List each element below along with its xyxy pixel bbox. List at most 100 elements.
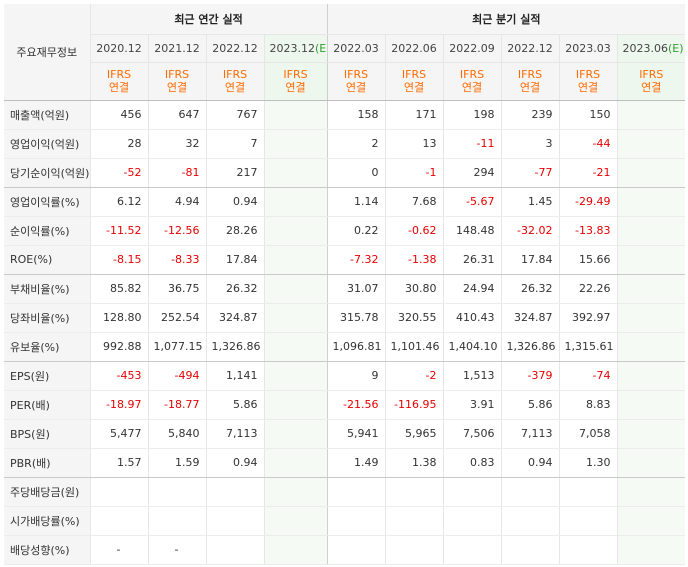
table-cell: 26.32: [205, 274, 264, 304]
table-cell: 7,113: [500, 419, 560, 449]
period-label: 2023.03: [565, 41, 611, 55]
ifrs-badge: IFRS 연결: [263, 62, 328, 101]
table-cell: [442, 506, 502, 536]
period-header-2022-03: 2022.03: [326, 34, 386, 63]
row-label: 배당성향(%): [4, 535, 90, 565]
period-header-2023-12: 2023.12(E): [263, 34, 328, 63]
table-row: 순이익률(%) -11.52 -12.56 28.26 0.22 -0.62 148.48-…: [4, 216, 686, 246]
table-cell: 5,965: [384, 419, 444, 449]
table-cell: 28: [89, 129, 148, 159]
period-label: 2022.03: [333, 41, 379, 55]
row-label: 시가배당률(%): [4, 506, 90, 536]
row-label: 영업이익(억원): [4, 129, 90, 159]
table-cell: [263, 390, 328, 420]
table-cell: [616, 390, 686, 420]
table-cell: 7,113: [205, 419, 264, 449]
annual-section-title: 최근 연간 실적: [89, 4, 328, 35]
table-row: 주당배당금(원): [4, 477, 686, 507]
consolidated-label: 연결: [166, 81, 188, 94]
table-cell: [500, 477, 560, 507]
table-cell: [384, 477, 444, 507]
consolidated-label: 연결: [519, 81, 541, 94]
table-cell: [558, 535, 618, 565]
ifrs-header-row: IFRS 연결 IFRS 연결 IFRS 연결 IFRS 연결 IFRS 연결 IFRS 연결 IFRS…: [4, 62, 686, 101]
table-cell: [616, 274, 686, 304]
consolidated-label: 연결: [345, 81, 367, 94]
period-header-2022-12: 2022.12: [500, 34, 560, 63]
table-cell: 5.86: [205, 390, 264, 420]
row-label: 당기순이익(억원): [4, 158, 90, 188]
table-cell: 158: [326, 100, 386, 130]
table-cell: [263, 158, 328, 188]
table-cell: -: [147, 535, 206, 565]
table-cell: -: [89, 535, 148, 565]
table-cell: 7.68: [384, 187, 444, 217]
table-cell: 294: [442, 158, 502, 188]
table-cell: [500, 506, 560, 536]
table-cell: [263, 477, 328, 507]
table-cell: 17.84: [500, 245, 560, 275]
table-cell: -52: [89, 158, 148, 188]
table-cell: [263, 245, 328, 275]
table-cell: 36.75: [147, 274, 206, 304]
table-cell: 1.57: [89, 448, 148, 478]
table-cell: 1.59: [147, 448, 206, 478]
table-cell: [205, 477, 264, 507]
table-cell: 26.31: [442, 245, 502, 275]
table-cell: -21.56: [326, 390, 386, 420]
table-cell: [326, 506, 386, 536]
table-row: 시가배당률(%): [4, 506, 686, 536]
table-cell: [263, 129, 328, 159]
table-cell: [326, 535, 386, 565]
ifrs-label: IFRS: [639, 68, 664, 81]
row-label: BPS(원): [4, 419, 90, 449]
table-cell: 324.87: [205, 303, 264, 333]
ifrs-label: IFRS: [517, 68, 543, 81]
table-cell: -18.97: [89, 390, 148, 420]
table-cell: 9: [326, 361, 386, 391]
table-cell: 1,077.15: [147, 332, 206, 362]
table-cell: 320.55: [384, 303, 444, 333]
period-header-2022-09: 2022.09: [442, 34, 502, 63]
table-cell: 5,840: [147, 419, 206, 449]
table-cell: -29.49: [558, 187, 618, 217]
table-cell: [442, 535, 502, 565]
table-cell: 3.91: [442, 390, 502, 420]
table-cell: [616, 245, 686, 275]
table-cell: [616, 187, 686, 217]
table-cell: [263, 506, 328, 536]
estimate-mark: (E): [668, 41, 684, 55]
table-cell: 0.94: [205, 187, 264, 217]
table-cell: [205, 506, 264, 536]
table-cell: -0.62: [384, 216, 444, 246]
table-cell: 1,326.86: [205, 332, 264, 362]
table-cell: 992.88: [89, 332, 148, 362]
table-cell: 171: [384, 100, 444, 130]
table-cell: 1,404.10: [442, 332, 502, 362]
table-cell: -74: [558, 361, 618, 391]
table-cell: [263, 535, 328, 565]
consolidated-label: 연결: [403, 81, 425, 94]
period-header-2022-12: 2022.12: [205, 34, 264, 63]
table-cell: 148.48: [442, 216, 502, 246]
table-cell: [263, 448, 328, 478]
table-cell: 5,941: [326, 419, 386, 449]
row-label: 당좌비율(%): [4, 303, 90, 333]
table-cell: [147, 506, 206, 536]
table-cell: -1.38: [384, 245, 444, 275]
row-label: 유보율(%): [4, 332, 90, 362]
table-cell: [616, 158, 686, 188]
table-cell: [616, 332, 686, 362]
table-row: 매출액(억원) 456 647 767 158 171 198 239 150: [4, 100, 686, 130]
table-cell: [616, 419, 686, 449]
ifrs-label: IFRS: [222, 68, 248, 81]
table-row: PBR(배) 1.57 1.59 0.94 1.49 1.38 0.83 0.94 1.30: [4, 448, 686, 478]
ifrs-badge: IFRS 연결: [500, 62, 560, 101]
label-column-header: 주요재무정보: [4, 4, 90, 101]
table-cell: 15.66: [558, 245, 618, 275]
table-cell: [147, 477, 206, 507]
table-cell: 24.94: [442, 274, 502, 304]
consolidated-label: 연결: [577, 81, 599, 94]
table-row: 영업이익률(%) 6.12 4.94 0.94 1.14 7.68 -5.67 1.45 -29…: [4, 187, 686, 217]
row-label: EPS(원): [4, 361, 90, 391]
